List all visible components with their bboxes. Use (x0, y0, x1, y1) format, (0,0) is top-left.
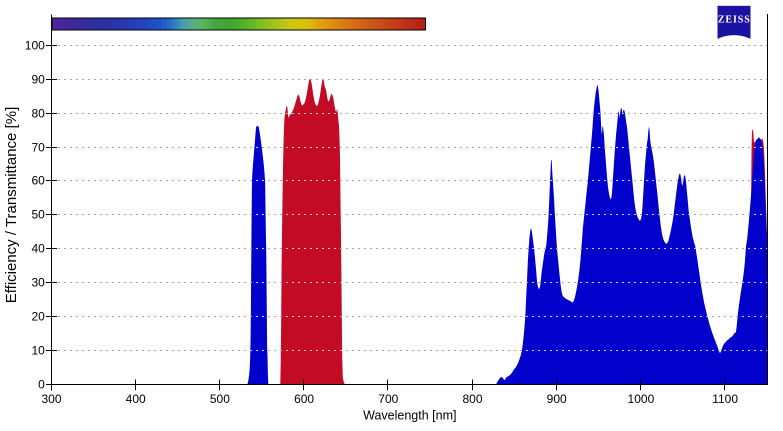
svg-text:80: 80 (31, 107, 45, 121)
svg-text:1100: 1100 (712, 392, 738, 406)
svg-text:10: 10 (31, 344, 45, 358)
svg-text:Efficiency / Transmittance [%]: Efficiency / Transmittance [%] (3, 107, 20, 303)
svg-text:800: 800 (462, 392, 482, 406)
svg-text:20: 20 (31, 310, 45, 324)
svg-text:0: 0 (38, 378, 45, 392)
svg-text:ZEISS: ZEISS (718, 15, 751, 26)
svg-text:700: 700 (378, 392, 398, 406)
svg-text:600: 600 (294, 392, 314, 406)
svg-text:900: 900 (547, 392, 567, 406)
svg-text:500: 500 (210, 392, 230, 406)
svg-text:90: 90 (31, 73, 45, 87)
svg-text:50: 50 (31, 208, 45, 222)
svg-text:30: 30 (31, 276, 45, 290)
svg-text:1000: 1000 (628, 392, 655, 406)
svg-text:100: 100 (25, 39, 45, 53)
svg-text:Wavelength [nm]: Wavelength [nm] (363, 409, 456, 423)
svg-text:70: 70 (31, 141, 45, 155)
svg-text:400: 400 (126, 392, 146, 406)
svg-text:60: 60 (31, 174, 45, 188)
svg-text:40: 40 (31, 242, 45, 256)
svg-text:300: 300 (41, 392, 61, 406)
